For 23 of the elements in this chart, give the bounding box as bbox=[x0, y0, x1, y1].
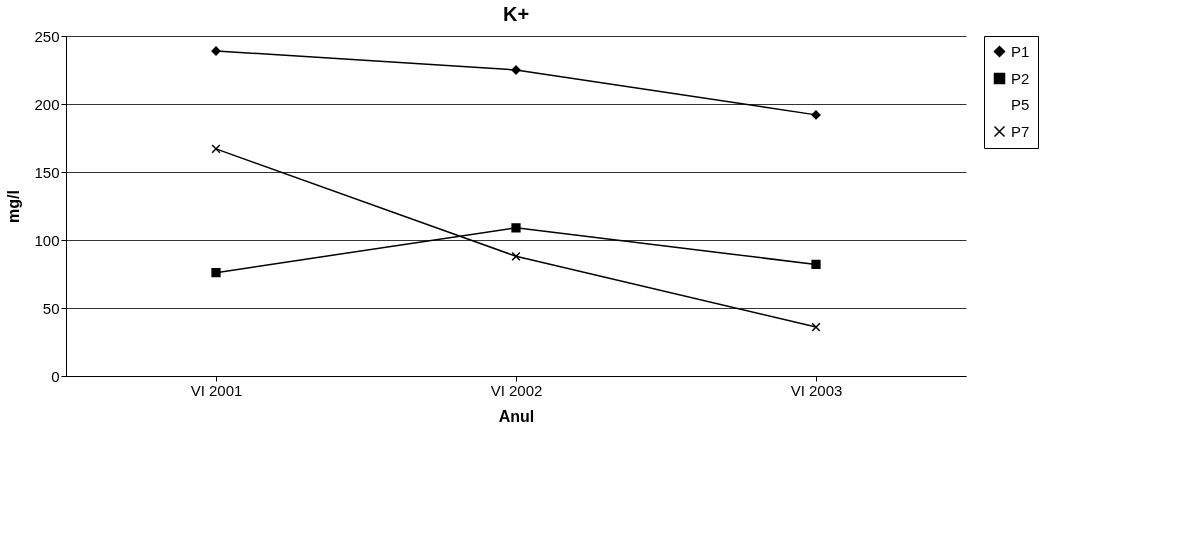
point bbox=[211, 144, 221, 154]
x-tick-label: VI 2001 bbox=[190, 381, 243, 399]
legend-label: P1 bbox=[1011, 42, 1030, 60]
x-tick-label: VI 2002 bbox=[490, 381, 543, 399]
y-tick-label: 200 bbox=[34, 95, 60, 113]
legend-label: P5 bbox=[1011, 95, 1030, 113]
legend-label: P7 bbox=[1011, 122, 1030, 140]
point bbox=[811, 110, 821, 120]
y-tick-label: 250 bbox=[34, 27, 60, 45]
y-tick-label: 50 bbox=[42, 299, 60, 317]
y-axis-title: mg/l bbox=[5, 190, 23, 223]
y-tick-label: 0 bbox=[51, 367, 60, 385]
point bbox=[511, 251, 521, 261]
x-axis-title: Anul bbox=[498, 407, 535, 425]
point bbox=[811, 322, 821, 332]
y-tick-label: 150 bbox=[34, 163, 60, 181]
legend-label: P2 bbox=[1011, 69, 1030, 87]
y-tick-label: 100 bbox=[34, 231, 60, 249]
point bbox=[811, 259, 821, 270]
chart-title: K+ bbox=[502, 3, 530, 25]
point bbox=[211, 268, 221, 278]
point bbox=[511, 223, 521, 233]
x-tick-label: VI 2003 bbox=[790, 381, 843, 399]
